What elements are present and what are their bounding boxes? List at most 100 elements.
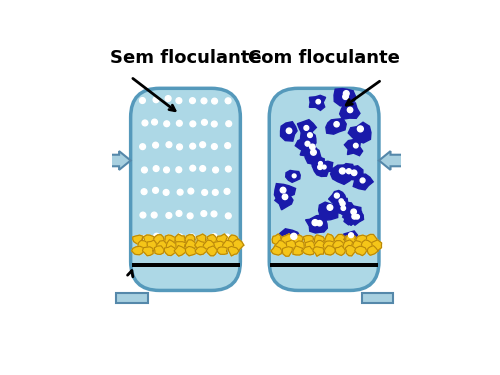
Polygon shape	[324, 246, 336, 255]
Polygon shape	[206, 246, 217, 256]
Polygon shape	[310, 95, 326, 110]
Circle shape	[140, 212, 146, 218]
Circle shape	[352, 170, 357, 176]
Circle shape	[142, 120, 148, 126]
Polygon shape	[275, 240, 287, 250]
Polygon shape	[323, 241, 334, 250]
Circle shape	[318, 162, 322, 165]
Circle shape	[163, 189, 169, 195]
Polygon shape	[368, 246, 378, 255]
Polygon shape	[166, 240, 177, 250]
Polygon shape	[346, 210, 364, 225]
Polygon shape	[326, 118, 346, 134]
Circle shape	[348, 233, 354, 238]
Polygon shape	[186, 246, 196, 256]
Polygon shape	[356, 235, 368, 244]
Polygon shape	[340, 231, 357, 246]
Circle shape	[212, 144, 217, 149]
Circle shape	[327, 205, 332, 210]
Polygon shape	[292, 235, 303, 243]
Circle shape	[355, 214, 360, 219]
Circle shape	[142, 167, 148, 173]
Circle shape	[190, 98, 196, 104]
Polygon shape	[353, 174, 373, 190]
Polygon shape	[298, 120, 316, 138]
Circle shape	[310, 150, 316, 155]
Bar	[116, 293, 148, 303]
Polygon shape	[312, 164, 330, 177]
Polygon shape	[318, 202, 338, 220]
Circle shape	[225, 98, 231, 104]
Polygon shape	[306, 219, 324, 233]
Polygon shape	[272, 234, 281, 244]
Circle shape	[153, 97, 159, 103]
Circle shape	[176, 144, 182, 150]
Circle shape	[202, 189, 207, 195]
Polygon shape	[334, 234, 345, 244]
Polygon shape	[312, 157, 324, 170]
Polygon shape	[346, 235, 356, 244]
Circle shape	[165, 96, 171, 101]
Polygon shape	[339, 164, 354, 180]
Circle shape	[153, 166, 159, 171]
Circle shape	[318, 165, 322, 170]
Circle shape	[226, 213, 231, 219]
Polygon shape	[332, 194, 346, 209]
Circle shape	[286, 128, 292, 134]
Polygon shape	[132, 246, 143, 255]
Polygon shape	[217, 247, 228, 254]
Circle shape	[316, 99, 320, 104]
Circle shape	[292, 174, 296, 178]
Polygon shape	[348, 122, 371, 143]
Circle shape	[282, 194, 288, 200]
Circle shape	[340, 168, 345, 174]
Polygon shape	[98, 151, 130, 170]
Circle shape	[140, 98, 145, 104]
Polygon shape	[282, 247, 292, 256]
Circle shape	[212, 234, 217, 240]
Circle shape	[166, 142, 172, 148]
Polygon shape	[138, 240, 148, 250]
Polygon shape	[214, 241, 224, 250]
Circle shape	[360, 178, 365, 183]
Polygon shape	[156, 241, 168, 250]
FancyBboxPatch shape	[130, 88, 240, 290]
Polygon shape	[293, 246, 302, 255]
Polygon shape	[300, 142, 318, 159]
Polygon shape	[335, 246, 345, 255]
Polygon shape	[186, 240, 196, 249]
Circle shape	[152, 119, 158, 125]
Circle shape	[202, 120, 207, 125]
Circle shape	[211, 211, 217, 217]
Circle shape	[164, 121, 170, 127]
Circle shape	[188, 188, 194, 194]
Circle shape	[176, 210, 182, 216]
Circle shape	[212, 167, 218, 173]
Circle shape	[225, 143, 230, 148]
Circle shape	[348, 107, 352, 112]
Polygon shape	[174, 246, 186, 256]
Polygon shape	[286, 170, 300, 182]
Circle shape	[178, 189, 183, 195]
Polygon shape	[228, 235, 238, 244]
Circle shape	[166, 213, 172, 218]
Circle shape	[226, 166, 231, 172]
Circle shape	[304, 126, 308, 130]
Circle shape	[351, 209, 356, 214]
Circle shape	[152, 212, 157, 218]
Polygon shape	[334, 88, 353, 106]
Circle shape	[201, 98, 207, 104]
Polygon shape	[195, 247, 207, 255]
Polygon shape	[274, 184, 295, 200]
Polygon shape	[340, 103, 360, 119]
Polygon shape	[343, 240, 352, 250]
Polygon shape	[340, 166, 363, 180]
Polygon shape	[305, 241, 314, 250]
Circle shape	[199, 235, 205, 241]
Circle shape	[310, 144, 315, 150]
Polygon shape	[154, 246, 164, 254]
Polygon shape	[232, 240, 244, 250]
Circle shape	[290, 233, 297, 239]
Circle shape	[322, 165, 326, 169]
Polygon shape	[132, 235, 143, 244]
